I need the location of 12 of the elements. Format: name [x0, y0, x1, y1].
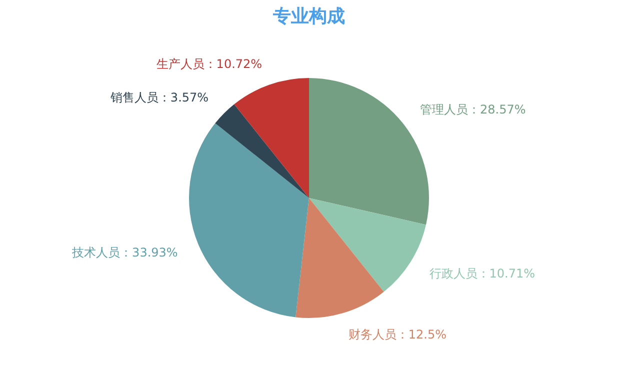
slice-label: 生产人员：10.72%: [156, 56, 262, 71]
pie-slice: [309, 198, 426, 292]
slice-label: 管理人员：28.57%: [420, 102, 526, 116]
slice-label: 财务人员：12.5%: [348, 327, 446, 342]
pie-slice: [189, 123, 309, 318]
pie-slice: [215, 104, 309, 198]
slice-label: 行政人员：10.71%: [429, 266, 536, 281]
slice-label: 技术人员：33.93%: [71, 245, 178, 260]
slice-label: 销售人员：3.57%: [109, 90, 209, 105]
pie-slice: [234, 78, 309, 198]
pie-slice: [296, 198, 384, 318]
chart-title: 专业构成: [272, 6, 345, 27]
